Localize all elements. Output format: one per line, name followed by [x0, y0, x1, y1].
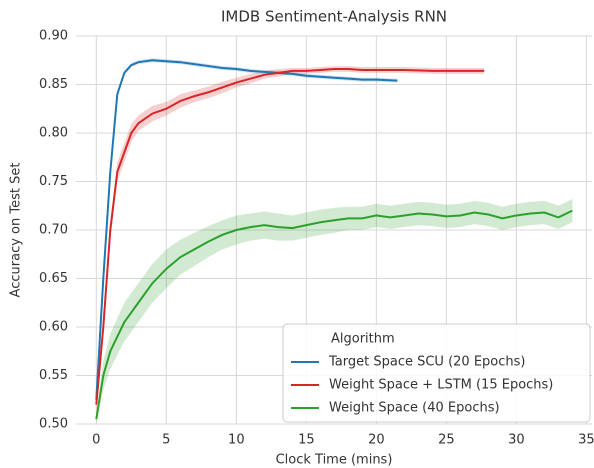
y-tick-label: 0.75: [39, 174, 68, 189]
legend-label: Target Space SCU (20 Epochs): [328, 355, 525, 370]
y-tick-label: 0.80: [39, 126, 68, 141]
x-tick-label: 35: [578, 433, 594, 448]
legend-label: Weight Space (40 Epochs): [329, 401, 500, 416]
y-tick-label: 0.90: [39, 29, 68, 44]
y-tick-label: 0.50: [39, 417, 68, 432]
y-tick-label: 0.85: [39, 77, 68, 92]
x-tick-label: 5: [162, 433, 170, 448]
legend-title: Algorithm: [331, 332, 395, 347]
legend-box: [282, 323, 591, 423]
x-tick-label: 30: [508, 433, 525, 448]
legend-label: Weight Space + LSTM (15 Epochs): [329, 378, 553, 393]
y-tick-label: 0.60: [39, 320, 68, 335]
confidence-band: [96, 198, 573, 424]
data-line: [95, 59, 398, 400]
x-tick-label: 20: [368, 433, 385, 448]
x-tick-label: 15: [298, 433, 315, 448]
x-tick-label: 0: [92, 433, 100, 448]
x-axis-label: Clock Time (mins): [276, 453, 393, 468]
x-tick-label: 10: [228, 433, 245, 448]
y-tick-label: 0.70: [39, 223, 68, 238]
data-line: [95, 67, 485, 405]
data-line: [95, 209, 573, 420]
y-tick-label: 0.65: [39, 271, 68, 286]
chart-title: IMDB Sentiment-Analysis RNN: [221, 8, 447, 26]
y-axis-label: Accuracy on Test Set: [9, 163, 24, 298]
x-tick-label: 25: [438, 433, 455, 448]
y-tick-label: 0.55: [39, 368, 68, 383]
